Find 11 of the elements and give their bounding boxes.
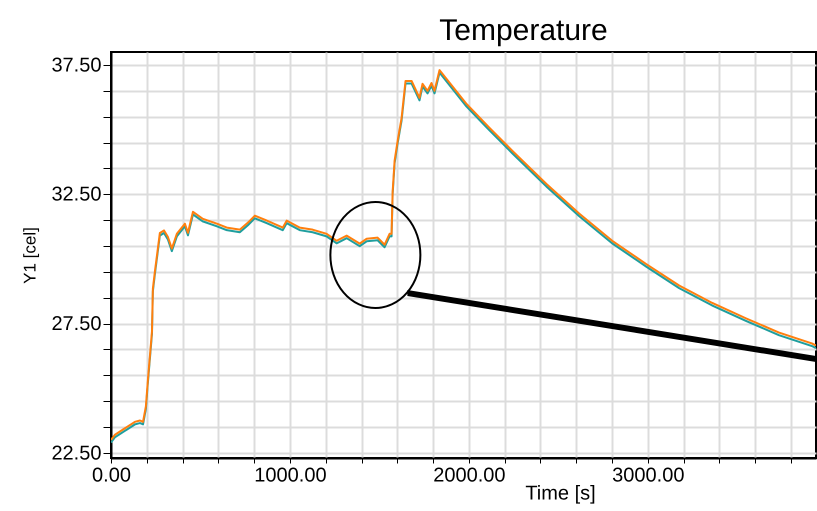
y-tick-label: 27.50 xyxy=(51,313,102,336)
chart-title: Temperature xyxy=(439,14,608,47)
y-tick-label: 32.50 xyxy=(51,184,102,206)
y-tick-label: 37.50 xyxy=(51,54,102,76)
x-axis-title: Time [s] xyxy=(525,482,596,504)
x-tick-label: 1000.00 xyxy=(254,464,327,486)
y-axis-title: Y1 [cel] xyxy=(20,227,40,284)
x-tick-label: 2000.00 xyxy=(433,464,506,486)
y-tick-label: 22.50 xyxy=(51,442,102,464)
x-tick-label: 0.00 xyxy=(92,464,131,486)
x-tick-label: 3000.00 xyxy=(612,464,684,486)
